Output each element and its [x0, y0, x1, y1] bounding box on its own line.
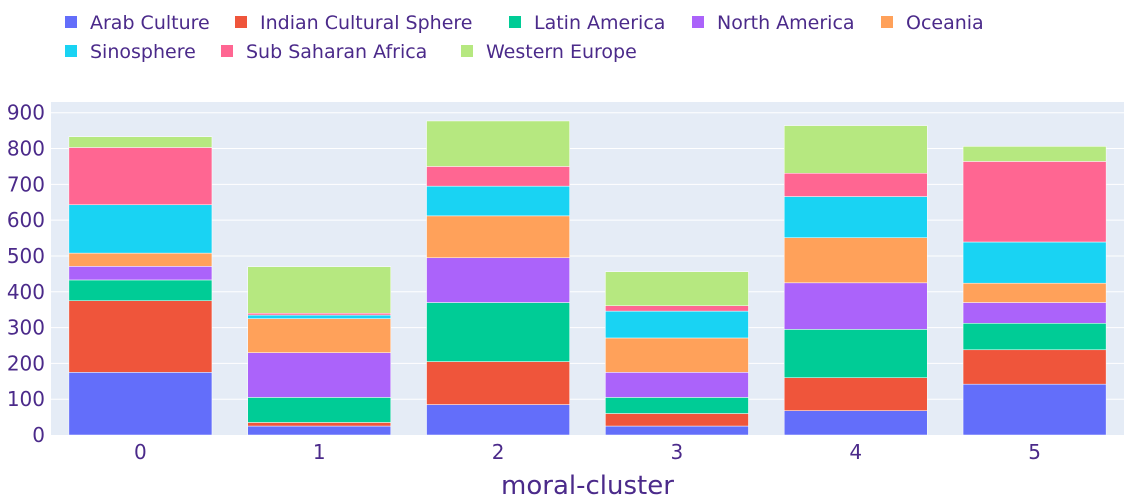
x-tick-label: 0: [134, 440, 147, 464]
legend-label[interactable]: Indian Cultural Sphere: [260, 12, 473, 34]
bar-segment: [783, 173, 928, 197]
bar-segment: [68, 252, 213, 267]
bar-segment: [605, 305, 749, 312]
bar-segment: [426, 215, 570, 259]
y-tick-label: 0: [32, 423, 45, 447]
gridlines: [51, 112, 1124, 400]
bar-segment: [962, 302, 1107, 324]
x-tick-label: 4: [849, 440, 862, 464]
bar-segment: [605, 397, 749, 414]
x-axis-ticks: 0 1 2 3 4 5: [134, 440, 1041, 464]
bar-segment: [247, 313, 392, 316]
legend-label[interactable]: North America: [717, 12, 855, 34]
x-axis-title: moral-cluster: [501, 471, 674, 501]
bar-segment: [68, 204, 213, 254]
legend-swatch[interactable]: [461, 45, 473, 57]
bar-segment: [68, 147, 213, 206]
y-tick-label: 900: [7, 101, 45, 125]
legend-swatch[interactable]: [65, 45, 77, 57]
bar-segment: [426, 120, 570, 167]
bar-segment: [605, 413, 749, 427]
legend-swatch[interactable]: [221, 45, 233, 57]
bar-segment: [605, 337, 749, 373]
bar-segment: [247, 397, 392, 423]
bar-segment: [962, 323, 1107, 351]
x-tick-label: 1: [313, 440, 326, 464]
bar-segment: [247, 266, 392, 314]
bar-segment: [605, 310, 749, 339]
bar-segment: [247, 352, 392, 398]
bar-segment: [783, 196, 928, 238]
y-tick-label: 400: [7, 280, 45, 304]
bar-segment: [426, 302, 570, 362]
y-tick-label: 300: [7, 316, 45, 340]
legend-swatch[interactable]: [881, 16, 893, 28]
bar-segment: [68, 279, 213, 301]
bar-segment: [426, 361, 570, 405]
bar-segment: [783, 282, 928, 330]
legend-label[interactable]: Latin America: [534, 12, 665, 34]
x-tick-label: 2: [492, 440, 505, 464]
bar-segment: [68, 136, 213, 148]
legend-swatch[interactable]: [509, 16, 521, 28]
bar-segment: [68, 266, 213, 281]
legend-label[interactable]: Sub Saharan Africa: [246, 41, 427, 63]
legend-label[interactable]: Sinosphere: [90, 41, 196, 63]
bar-segment: [247, 314, 392, 319]
bar-segment: [962, 241, 1107, 284]
bar-segment: [68, 300, 213, 373]
y-tick-label: 600: [7, 208, 45, 232]
bar-segment: [783, 410, 928, 436]
bar-segment: [783, 377, 928, 411]
bar-segment: [605, 271, 749, 306]
y-tick-label: 200: [7, 351, 45, 375]
bar-segment: [962, 383, 1107, 436]
y-tick-label: 500: [7, 244, 45, 268]
bar-segment: [783, 329, 928, 378]
legend-label[interactable]: Oceania: [906, 12, 984, 34]
bar-segment: [247, 422, 392, 427]
bar-segment: [605, 372, 749, 398]
y-tick-label: 700: [7, 172, 45, 196]
legend-label[interactable]: Western Europe: [486, 41, 637, 63]
bar-segment: [426, 185, 570, 217]
bar-segment: [247, 318, 392, 353]
plot-background: [51, 102, 1124, 435]
bar-segment: [247, 425, 392, 436]
x-tick-label: 3: [671, 440, 684, 464]
legend-label[interactable]: Arab Culture: [90, 12, 210, 34]
legend: Arab Culture Indian Cultural Sphere Latin …: [65, 12, 984, 63]
bar-segment: [426, 257, 570, 303]
bar-segment: [68, 372, 213, 436]
bar-segment: [962, 282, 1107, 303]
y-axis-ticks: 0 100 200 300 400 500 600 700 800 900: [7, 101, 45, 447]
bar-segment: [426, 404, 570, 436]
bar-segment: [783, 125, 928, 174]
legend-swatch[interactable]: [692, 16, 704, 28]
legend-swatch[interactable]: [235, 16, 247, 28]
bar-segment: [962, 349, 1107, 385]
y-tick-label: 800: [7, 137, 45, 161]
bar-segment: [605, 425, 749, 436]
y-tick-label: 100: [7, 387, 45, 411]
bar-segment: [962, 146, 1107, 162]
bar-segment: [783, 237, 928, 284]
bar-segment: [426, 166, 570, 187]
bar-segment: [962, 161, 1107, 243]
legend-swatch[interactable]: [65, 16, 77, 28]
bars: [68, 120, 1107, 436]
x-tick-label: 5: [1028, 440, 1041, 464]
